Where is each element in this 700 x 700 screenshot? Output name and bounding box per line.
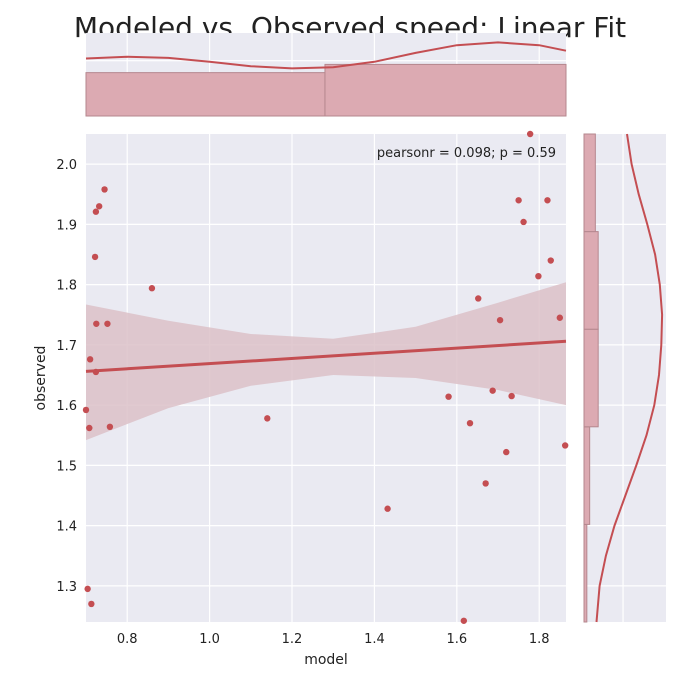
scatter-point bbox=[88, 600, 95, 608]
scatter-point bbox=[95, 203, 103, 210]
scatter-point bbox=[515, 197, 522, 204]
x-tick-label: 1.2 bbox=[282, 632, 303, 647]
y-marginal-histogram bbox=[583, 133, 599, 623]
scatter-point bbox=[92, 368, 100, 376]
scatter-point bbox=[556, 314, 564, 321]
scatter-point bbox=[86, 424, 93, 432]
scatter-point bbox=[475, 295, 482, 302]
scatter-point bbox=[547, 257, 554, 264]
scatter-point bbox=[92, 208, 100, 215]
y-tick-labels: 1.3 1.4 1.5 1.6 1.7 1.8 1.9 2.0 bbox=[56, 158, 77, 595]
y-tick-label: 1.4 bbox=[56, 520, 77, 535]
y-tick-label: 2.0 bbox=[56, 158, 77, 173]
y-tick-label: 1.5 bbox=[56, 459, 77, 474]
y-histogram-bar bbox=[583, 523, 588, 623]
x-histogram-bar bbox=[324, 63, 567, 117]
scatter-point bbox=[508, 392, 515, 400]
scatter-point bbox=[106, 423, 114, 430]
y-histogram-bar bbox=[583, 231, 599, 330]
y-marginal-kde-curve bbox=[595, 133, 664, 623]
y-histogram-bar bbox=[583, 328, 599, 428]
scatter-point bbox=[482, 480, 489, 487]
scatter-point bbox=[384, 505, 391, 512]
y-histogram-bar bbox=[583, 426, 591, 525]
x-histogram-bar bbox=[85, 72, 326, 117]
scatter-point bbox=[84, 585, 91, 593]
scatter-point bbox=[101, 186, 108, 193]
scatter-point bbox=[93, 320, 100, 327]
scatter-point bbox=[466, 419, 474, 427]
scatter-point bbox=[445, 393, 452, 400]
regression-line bbox=[85, 339, 567, 373]
y-histogram-bar bbox=[583, 133, 596, 233]
y-tick-label: 1.6 bbox=[56, 399, 77, 414]
main-scatter-panel: pearsonr = 0.098; p = 0.59 bbox=[82, 130, 569, 624]
scatter-point bbox=[82, 406, 90, 414]
scatter-point bbox=[489, 387, 496, 394]
scatter-point bbox=[86, 356, 94, 363]
scatter-point bbox=[535, 272, 542, 280]
scatter-point bbox=[561, 442, 569, 449]
scatter-point bbox=[496, 316, 504, 324]
scatter-point bbox=[544, 197, 551, 204]
scatter-point bbox=[460, 617, 468, 624]
scatter-point bbox=[148, 285, 156, 292]
confidence-band bbox=[86, 282, 566, 441]
scatter-point bbox=[520, 218, 527, 226]
pearson-annotation: pearsonr = 0.098; p = 0.59 bbox=[377, 146, 556, 161]
x-axis-label: model bbox=[304, 652, 348, 668]
x-tick-label: 1.8 bbox=[529, 632, 550, 647]
scatter-point bbox=[503, 448, 510, 456]
x-tick-labels: 0.8 1.0 1.2 1.4 1.6 1.8 bbox=[117, 632, 550, 647]
scatter-point bbox=[526, 130, 534, 138]
x-marginal-panel bbox=[85, 33, 567, 117]
x-marginal-histogram bbox=[85, 63, 567, 117]
scatter-point bbox=[91, 253, 99, 261]
y-tick-label: 1.3 bbox=[56, 580, 77, 595]
x-tick-label: 1.0 bbox=[199, 632, 220, 647]
x-tick-label: 1.6 bbox=[446, 632, 467, 647]
scatter-point bbox=[264, 415, 271, 422]
y-tick-label: 1.8 bbox=[56, 279, 77, 294]
x-marginal-kde-curve bbox=[85, 41, 567, 70]
y-tick-label: 1.9 bbox=[56, 218, 77, 233]
y-tick-label: 1.7 bbox=[56, 339, 77, 354]
y-axis-label: observed bbox=[33, 346, 49, 411]
x-tick-label: 1.4 bbox=[364, 632, 385, 647]
scatter-points bbox=[82, 130, 569, 624]
y-marginal-panel bbox=[583, 133, 666, 623]
x-tick-label: 0.8 bbox=[117, 632, 138, 647]
scatter-point bbox=[104, 320, 111, 327]
